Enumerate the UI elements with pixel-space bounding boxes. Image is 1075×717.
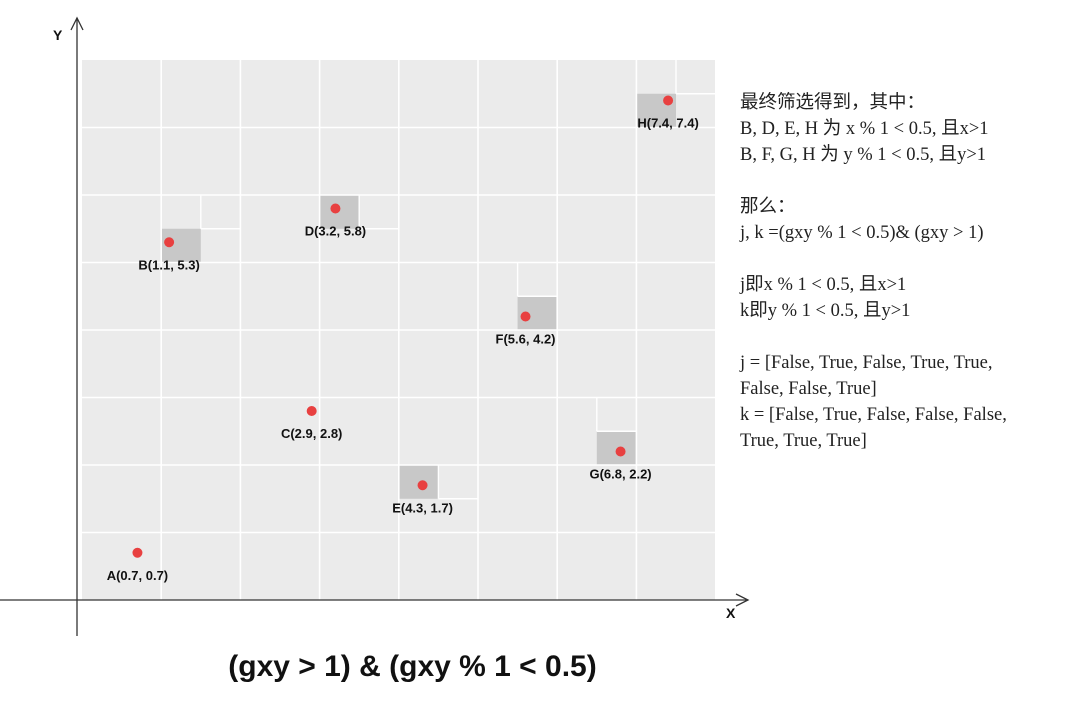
note-line-7: k即y % 1 < 0.5, 且y>1 bbox=[740, 301, 911, 321]
point-label-e: E(4.3, 1.7) bbox=[392, 500, 453, 515]
point-label-c: C(2.9, 2.8) bbox=[281, 426, 342, 441]
point-f bbox=[520, 311, 531, 322]
note-spacer bbox=[740, 168, 1070, 194]
note-spacer bbox=[740, 246, 1070, 272]
highlight-cell bbox=[319, 195, 360, 229]
highlight-cell bbox=[596, 431, 637, 465]
note-line-2: B, D, E, H 为 x % 1 < 0.5, 且x>1 bbox=[740, 119, 989, 139]
point-b bbox=[164, 237, 175, 248]
note-line-6: j即x % 1 < 0.5, 且x>1 bbox=[740, 275, 907, 295]
y-axis-arrow-icon bbox=[70, 16, 84, 31]
y-axis-label: Y bbox=[53, 27, 63, 43]
point-label-f: F(5.6, 4.2) bbox=[496, 332, 556, 347]
point-h bbox=[663, 95, 674, 106]
x-axis-label: X bbox=[726, 605, 736, 621]
note-line-3: B, F, G, H 为 y % 1 < 0.5, 且y>1 bbox=[740, 145, 987, 165]
point-c bbox=[306, 406, 317, 416]
note-line-11: True, True, True] bbox=[740, 431, 867, 451]
point-a bbox=[132, 547, 143, 558]
highlight-cell bbox=[398, 465, 439, 499]
point-label-a: A(0.7, 0.7) bbox=[107, 568, 168, 583]
note-line-5: j, k =(gxy % 1 < 0.5)& (gxy > 1) bbox=[740, 223, 984, 243]
note-spacer bbox=[740, 324, 1070, 350]
point-labels: A(0.7, 0.7) B(1.1, 5.3) C(2.9, 2.8) D(3.2, … bbox=[107, 116, 699, 583]
note-line-9: False, False, True] bbox=[740, 379, 877, 399]
formula-caption: (gxy > 1) & (gxy % 1 < 0.5) bbox=[228, 650, 597, 683]
point-label-d: D(3.2, 5.8) bbox=[305, 224, 366, 239]
point-label-h: H(7.4, 7.4) bbox=[637, 116, 698, 131]
note-line-10: k = [False, True, False, False, False, bbox=[740, 405, 1007, 425]
note-line-8: j = [False, True, False, True, True, bbox=[740, 353, 993, 373]
point-e bbox=[417, 480, 428, 491]
point-g bbox=[615, 446, 626, 457]
point-label-b: B(1.1, 5.3) bbox=[138, 257, 199, 272]
point-d bbox=[330, 203, 341, 214]
point-label-g: G(6.8, 2.2) bbox=[589, 467, 651, 482]
x-axis-arrow-icon bbox=[735, 593, 750, 607]
grid-lines bbox=[82, 60, 716, 600]
note-line-1: 最终筛选得到，其中： bbox=[740, 93, 926, 113]
explanation-text: 最终筛选得到，其中： B, D, E, H 为 x % 1 < 0.5, 且x>… bbox=[740, 90, 1070, 454]
points-layer bbox=[132, 95, 674, 558]
note-line-4: 那么： bbox=[740, 197, 796, 217]
